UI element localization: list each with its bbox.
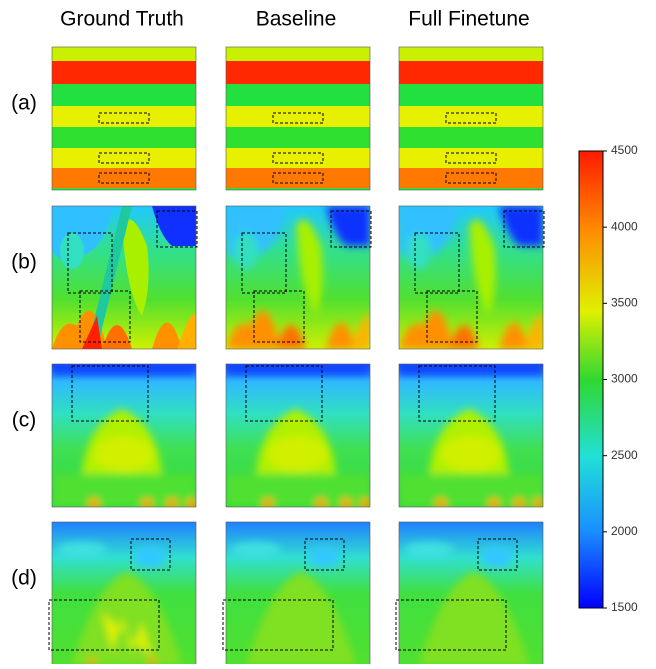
panel-image (399, 206, 544, 349)
panel-image (226, 47, 370, 190)
panel-image (396, 522, 543, 664)
column-title: Baseline (256, 8, 337, 31)
colorbar-tick-label: 4500 (611, 143, 638, 157)
colorbar (579, 151, 603, 608)
colorbar-tick-label: 1500 (611, 600, 638, 614)
panel-image (52, 206, 197, 349)
panel-image (52, 47, 196, 190)
figure: Ground Truth Baseline Full Finetune (a) (b) (… (0, 0, 656, 664)
row-label: (b) (11, 251, 37, 274)
colorbar-tick-label: 3500 (611, 296, 638, 310)
colorbar-tick-label: 2500 (611, 448, 638, 462)
row-label: (a) (11, 92, 37, 115)
panel-image (399, 47, 543, 190)
row-label: (d) (11, 567, 37, 590)
row-label: (c) (12, 409, 37, 432)
panel-image (399, 364, 545, 510)
panel-image (49, 522, 196, 664)
page: Ground Truth Baseline Full Finetune (a) (b) (… (0, 0, 656, 669)
panel-image (226, 364, 372, 510)
column-title: Full Finetune (408, 8, 529, 31)
colorbar-tick-label: 3000 (611, 372, 638, 386)
column-title: Ground Truth (60, 8, 184, 31)
colorbar-tick-label: 2000 (611, 524, 638, 538)
panel-image (226, 206, 371, 349)
panel-image (223, 522, 370, 664)
panel-image (52, 364, 198, 510)
colorbar-tick-label: 4000 (611, 219, 638, 233)
